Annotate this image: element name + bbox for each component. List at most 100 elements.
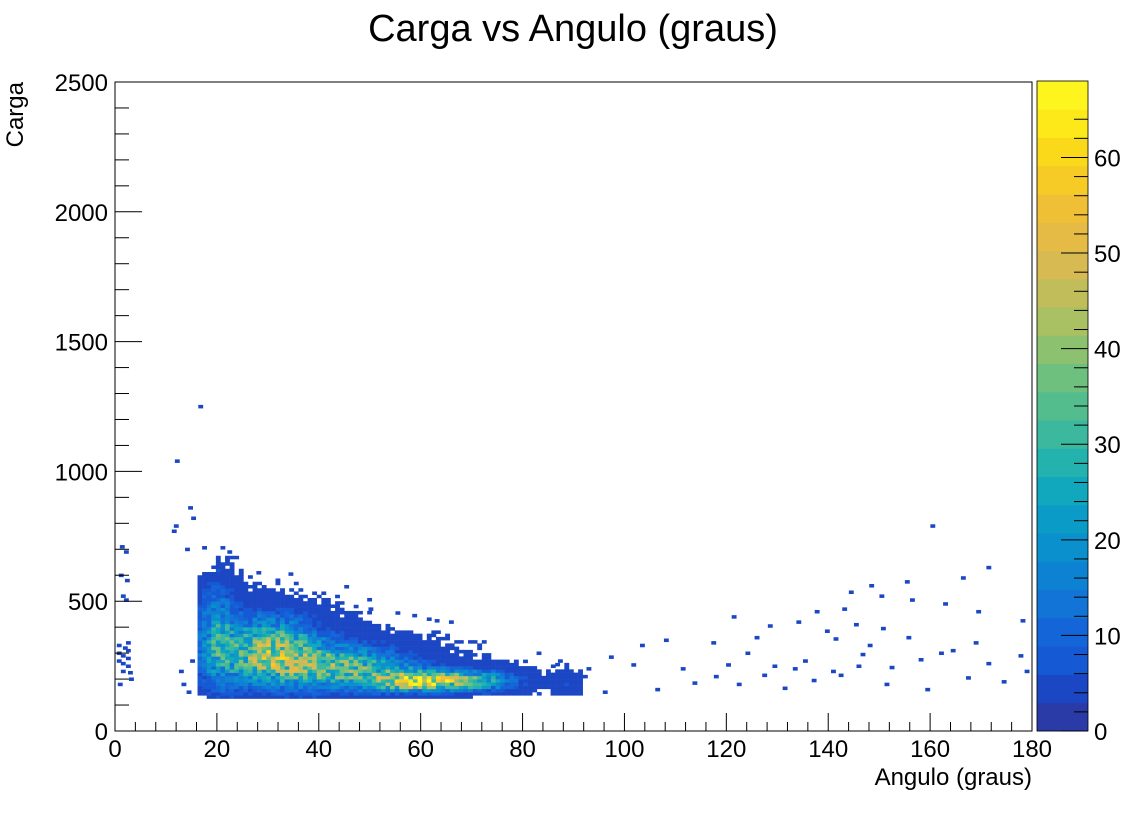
heatmap-bin [449, 662, 455, 667]
heatmap-bin [390, 627, 395, 631]
heatmap-bin [266, 636, 272, 641]
heatmap-bin [472, 692, 478, 696]
heatmap-bin [1024, 669, 1030, 674]
heatmap-bin [238, 666, 244, 670]
heatmap-bin [736, 682, 742, 687]
heatmap-bin [252, 630, 258, 634]
heatmap-bin [247, 672, 253, 677]
heatmap-bin [298, 643, 304, 647]
heatmap-bin [513, 662, 519, 667]
heatmap-bin [181, 682, 187, 687]
heatmap-bin [284, 695, 290, 699]
heatmap-bin [316, 692, 322, 696]
heatmap-bin [257, 679, 263, 683]
heatmap-bin [550, 688, 556, 693]
heatmap-bin [408, 675, 414, 680]
heatmap-bin [257, 581, 263, 586]
heatmap-bin [367, 646, 373, 651]
heatmap-bin [509, 688, 515, 693]
heatmap-bin [431, 695, 437, 699]
heatmap-bin [252, 617, 258, 621]
heatmap-bin [500, 692, 506, 696]
heatmap-bin [202, 584, 207, 589]
heatmap-bin [284, 643, 290, 647]
heatmap-bin [280, 662, 285, 667]
heatmap-bin [229, 604, 235, 608]
heatmap-bin [312, 685, 318, 690]
heatmap-bin [362, 640, 368, 644]
heatmap-bin [367, 672, 373, 677]
heatmap-bin [124, 578, 130, 583]
heatmap-bin [234, 640, 240, 644]
heatmap-bin [293, 636, 299, 641]
heatmap-bin [762, 673, 768, 678]
heatmap-bin [434, 619, 440, 623]
heatmap-bin [225, 656, 230, 660]
heatmap-bin [380, 669, 386, 673]
heatmap-bin [225, 620, 230, 625]
heatmap-bin [178, 669, 184, 674]
heatmap-bin [234, 643, 240, 647]
heatmap-bin [371, 633, 377, 638]
heatmap-bin [353, 656, 359, 660]
heatmap-bin [431, 662, 437, 667]
heatmap-bin [275, 630, 281, 634]
heatmap-bin [500, 688, 506, 693]
heatmap-bin [293, 653, 299, 657]
heatmap-bin [578, 675, 583, 680]
heatmap-bin [335, 653, 340, 657]
heatmap-bin [481, 669, 487, 673]
heatmap-bin [302, 601, 308, 605]
colorbar-swatch [1037, 222, 1088, 251]
heatmap-bin [261, 633, 267, 638]
heatmap-bin [376, 669, 382, 673]
heatmap-bin [202, 656, 207, 660]
heatmap-bin [298, 695, 304, 699]
heatmap-bin [555, 679, 561, 683]
heatmap-bin [394, 695, 400, 699]
heatmap-bin [225, 692, 230, 696]
heatmap-bin [417, 666, 423, 670]
heatmap-bin [293, 597, 299, 602]
heatmap-bin [413, 672, 418, 677]
x-tick-label: 20 [204, 736, 231, 763]
heatmap-bin [229, 692, 235, 696]
heatmap-bin [445, 695, 450, 699]
heatmap-bin [568, 672, 574, 677]
colorbar-swatch [1037, 165, 1088, 195]
heatmap-bin [321, 688, 327, 693]
heatmap-bin [302, 623, 308, 628]
heatmap-bin [458, 640, 464, 644]
heatmap-bin [536, 669, 542, 673]
heatmap-bin [280, 594, 285, 599]
heatmap-bin [500, 659, 506, 664]
heatmap-bin [321, 597, 327, 602]
heatmap-bin [302, 643, 308, 647]
heatmap-bin [344, 695, 350, 699]
heatmap-bin [408, 679, 414, 683]
heatmap-bin [403, 649, 409, 654]
heatmap-bin [225, 568, 230, 573]
heatmap-bin [376, 659, 382, 664]
heatmap-bin [225, 604, 230, 608]
heatmap-bin [417, 695, 423, 699]
heatmap-bin [417, 633, 423, 638]
heatmap-bin [257, 640, 263, 644]
heatmap-bin [330, 610, 336, 615]
heatmap-bin [298, 614, 304, 618]
heatmap-bin [376, 695, 382, 699]
heatmap-bin [440, 636, 446, 641]
heatmap-bin [225, 575, 230, 579]
heatmap-bin [243, 653, 249, 657]
heatmap-bin [206, 594, 212, 599]
heatmap-bin [426, 653, 432, 657]
heatmap-bin [486, 679, 492, 683]
heatmap-bin [463, 685, 469, 690]
heatmap-bin [243, 617, 249, 621]
heatmap-bin [853, 622, 859, 627]
heatmap-bin [252, 682, 258, 686]
heatmap-bin [247, 630, 253, 634]
colorbar-swatch [1037, 278, 1088, 308]
heatmap-bin [358, 620, 363, 625]
heatmap-bin [564, 675, 570, 680]
